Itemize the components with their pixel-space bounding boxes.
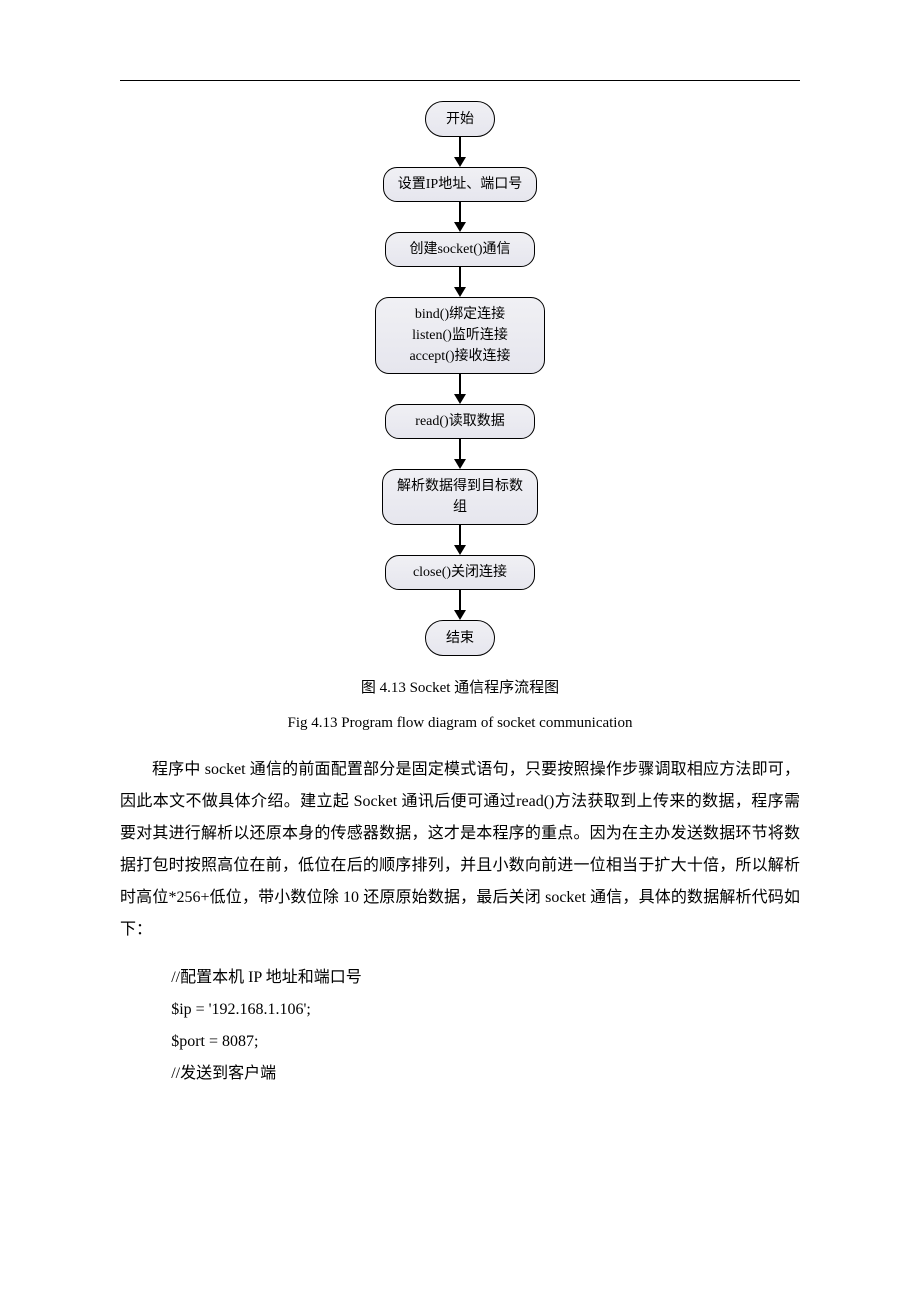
header-rule [120, 80, 800, 81]
document-page: 开始设置IP地址、端口号创建socket()通信 bind()绑定连接listen… [0, 0, 920, 1150]
flow-node-line: close()关闭连接 [413, 562, 507, 583]
flow-arrow [454, 590, 466, 620]
code-snippet: //配置本机 IP 地址和端口号$ip = '192.168.1.106';$p… [171, 962, 800, 1090]
socket-flowchart: 开始设置IP地址、端口号创建socket()通信 bind()绑定连接listen… [120, 101, 800, 656]
flow-arrow [454, 439, 466, 469]
flow-terminator-end: 结束 [425, 620, 495, 656]
flow-node-line: read()读取数据 [415, 411, 504, 432]
code-line: $ip = '192.168.1.106'; [171, 994, 800, 1026]
flow-arrow [454, 137, 466, 167]
flow-process-bindlisten: bind()绑定连接listen()监听连接accept()接收连接 [375, 297, 545, 374]
flow-node-line: 创建socket()通信 [409, 239, 510, 260]
flow-process-read: read()读取数据 [385, 404, 535, 439]
flow-node-line: bind()绑定连接 [415, 304, 505, 325]
code-line: //配置本机 IP 地址和端口号 [171, 962, 800, 994]
flow-node-line: accept()接收连接 [409, 346, 510, 367]
body-paragraph: 程序中 socket 通信的前面配置部分是固定模式语句，只要按照操作步骤调取相应… [120, 754, 800, 946]
flow-arrow [454, 374, 466, 404]
flow-arrow [454, 267, 466, 297]
flow-process-setip: 设置IP地址、端口号 [383, 167, 537, 202]
flow-arrow [454, 202, 466, 232]
flow-arrow [454, 525, 466, 555]
figure-caption-en: Fig 4.13 Program flow diagram of socket … [120, 715, 800, 732]
figure-caption-zh: 图 4.13 Socket 通信程序流程图 [120, 676, 800, 697]
flow-process-parse: 解析数据得到目标数组 [382, 469, 538, 525]
flow-process-close: close()关闭连接 [385, 555, 535, 590]
flow-node-line: 设置IP地址、端口号 [398, 174, 522, 195]
flow-node-line: 解析数据得到目标数 [397, 476, 523, 497]
flow-node-line: listen()监听连接 [412, 325, 508, 346]
flow-node-line: 组 [453, 497, 467, 518]
code-line: //发送到客户端 [171, 1058, 800, 1090]
code-line: $port = 8087; [171, 1026, 800, 1058]
flow-process-createsocket: 创建socket()通信 [385, 232, 535, 267]
flow-terminator-start: 开始 [425, 101, 495, 137]
